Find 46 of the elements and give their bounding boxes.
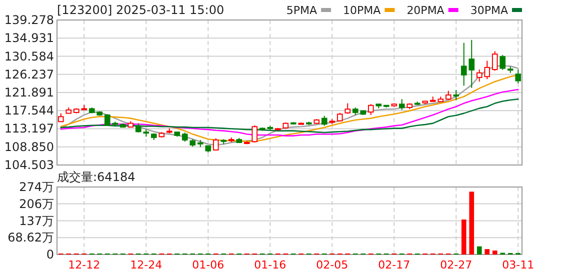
bar [484, 249, 490, 254]
bar [476, 246, 482, 254]
y-tick-label: 130.584 [4, 49, 54, 64]
x-tick-label: 02-17 [378, 258, 410, 272]
y-tick-label: 126.237 [4, 67, 54, 82]
y-tick-label: 117.544 [4, 104, 54, 118]
legend-label: 10PMA [343, 4, 382, 17]
y-tick-label: 137万 [19, 214, 54, 228]
candlestick [500, 54, 506, 70]
y-tick-label: 134.931 [4, 31, 54, 46]
y-tick-label: 0 [46, 248, 54, 262]
candlestick [453, 89, 460, 100]
chart-title: [123200] 2025-03-11 15:00 [57, 3, 224, 17]
bar [469, 192, 474, 254]
y-tick-label: 121.891 [4, 86, 54, 100]
line-series [60, 98, 519, 134]
y-tick-label: 68.62万 [8, 230, 54, 245]
candlestick [398, 98, 405, 110]
chart-title: 成交量:64184 [57, 170, 136, 184]
legend-label: 30PMA [470, 4, 508, 17]
candlestick [492, 50, 498, 72]
x-tick-label: 03-11 [502, 258, 534, 272]
x-tick-label: 12-24 [130, 258, 162, 272]
y-tick-label: 274万 [19, 180, 54, 194]
line-series [60, 88, 519, 136]
candlestick [182, 132, 188, 142]
x-tick-label: 01-06 [192, 258, 224, 272]
legend-label: 20PMA [406, 4, 445, 17]
y-tick-label: 139.278 [4, 13, 54, 27]
candlestick [445, 90, 452, 100]
y-tick-label: 206万 [19, 196, 54, 211]
candlestick [252, 124, 258, 143]
x-tick-label: 02-27 [440, 258, 472, 272]
candlestick [212, 138, 219, 150]
x-tick-label: 02-05 [316, 258, 348, 272]
x-tick-label: 01-16 [254, 258, 286, 272]
legend-label: 5PMA [286, 4, 318, 17]
y-tick-label: 104.503 [4, 158, 54, 172]
y-tick-label: 108.850 [4, 140, 54, 154]
x-tick-label: 12-12 [68, 258, 100, 272]
bar [461, 220, 466, 254]
candlestick [368, 104, 374, 116]
bar [492, 250, 498, 254]
candlestick [515, 69, 522, 84]
y-tick-label: 113.197 [4, 122, 54, 136]
candlestick [321, 115, 328, 126]
